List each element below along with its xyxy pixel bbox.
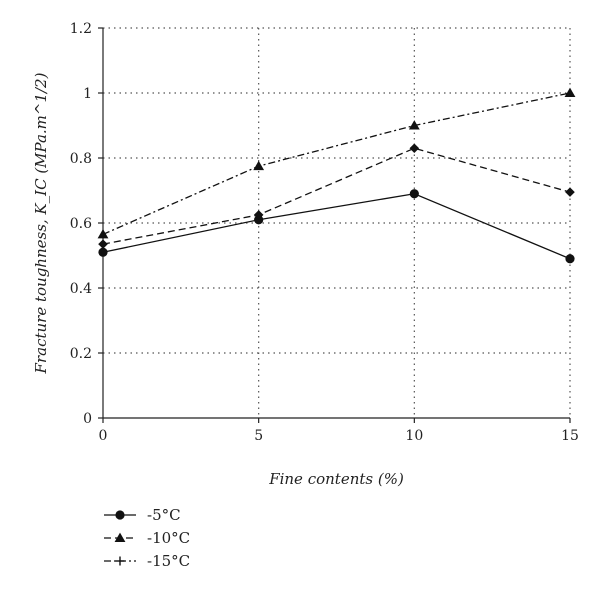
data-point xyxy=(254,215,264,225)
labels-layer: 0 0.2 0.4 0.6 0.8 1 1.2 0 5 10 15 Fine contents (%)… xyxy=(32,21,579,488)
data-point xyxy=(565,187,575,197)
y-tick-label: 0.8 xyxy=(70,151,92,167)
y-tick-label: 1.2 xyxy=(70,21,92,37)
y-tick-label: 0 xyxy=(83,411,92,427)
legend-label: -15°C xyxy=(147,552,190,570)
legend-marker xyxy=(114,532,126,543)
legend-label: -5°C xyxy=(147,506,181,524)
legend: -5°C -10°C -15°C xyxy=(104,506,190,570)
y-axis-title: Fracture toughness, K_IC (MPa.m^1/2) xyxy=(32,72,50,374)
legend-item: -5°C xyxy=(104,506,181,524)
data-point xyxy=(253,210,264,220)
data-point xyxy=(565,254,575,264)
axes-layer xyxy=(98,27,571,423)
legend-label: -10°C xyxy=(147,529,190,547)
data-point xyxy=(409,143,420,154)
x-tick-label: 15 xyxy=(561,428,579,444)
y-tick-label: 0.4 xyxy=(70,281,92,297)
grid-layer xyxy=(103,27,571,418)
x-tick-label: 5 xyxy=(254,428,263,444)
series-layer xyxy=(97,87,576,264)
legend-marker xyxy=(115,556,125,566)
series-line-1 xyxy=(102,193,571,260)
y-tick-label: 0.6 xyxy=(70,216,92,232)
x-tick-label: 10 xyxy=(405,428,423,444)
data-point xyxy=(98,247,108,257)
series-line-3 xyxy=(102,92,571,235)
data-point xyxy=(98,239,108,249)
x-tick-label: 0 xyxy=(99,428,108,444)
y-tick-label: 0.2 xyxy=(70,346,92,362)
series-line-2 xyxy=(102,147,571,245)
y-tick-label: 1 xyxy=(83,86,92,102)
data-point xyxy=(409,189,419,199)
legend-item: -10°C xyxy=(104,529,190,547)
x-axis-title: Fine contents (%) xyxy=(268,470,404,488)
legend-item: -15°C xyxy=(104,552,190,570)
data-point xyxy=(253,160,265,171)
data-point xyxy=(564,87,576,98)
data-point xyxy=(97,228,109,239)
data-point xyxy=(408,120,420,130)
legend-marker xyxy=(115,510,125,520)
